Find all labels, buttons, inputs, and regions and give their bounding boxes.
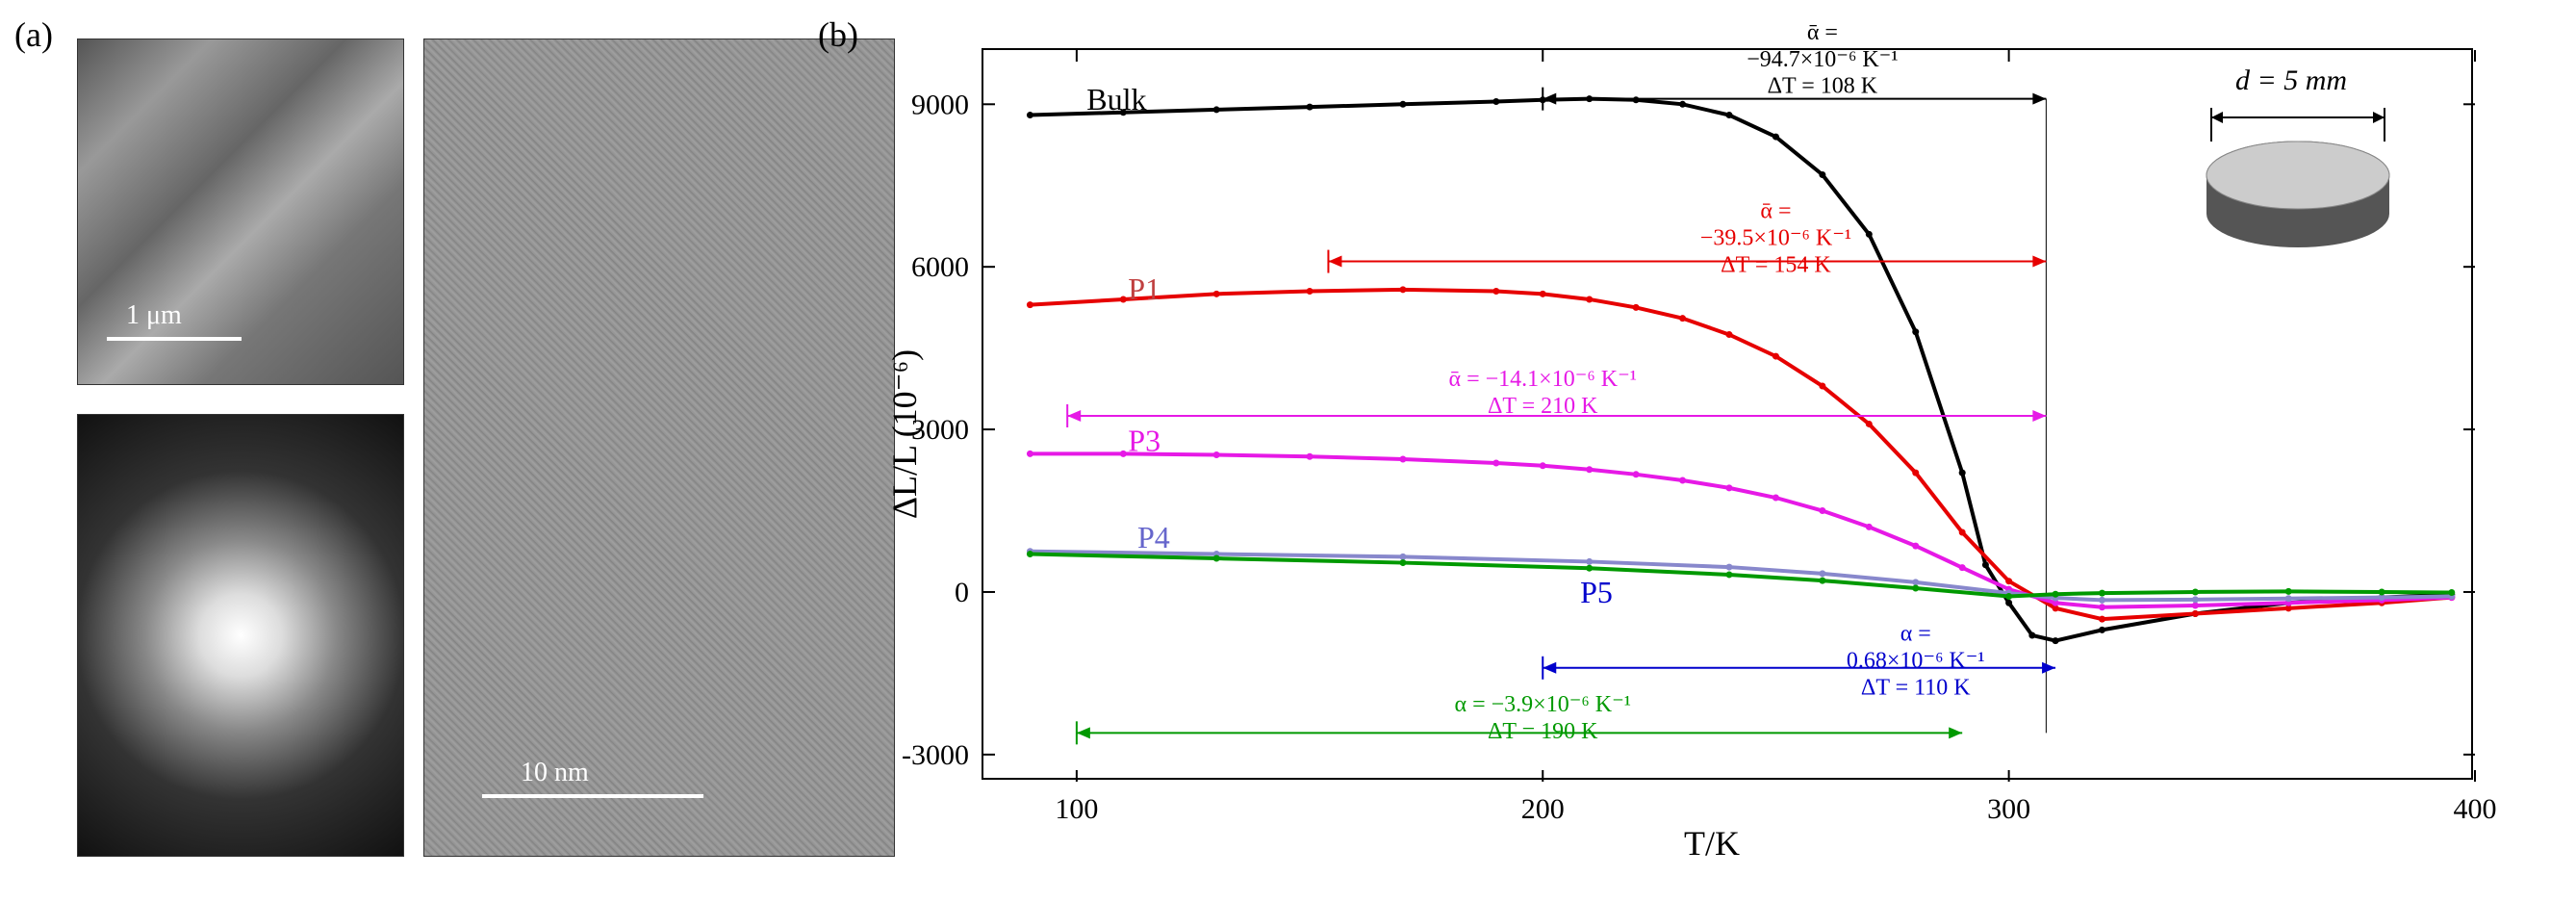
svg-text:ᾱ = −14.1×10⁻⁶ K⁻¹: ᾱ = −14.1×10⁻⁶ K⁻¹ bbox=[1449, 367, 1637, 392]
pellet-inset: d = 5 mm bbox=[2182, 89, 2413, 262]
pellet-dimension-label: d = 5 mm bbox=[2235, 64, 2347, 97]
svg-text:9000: 9000 bbox=[911, 89, 969, 120]
svg-text:-3000: -3000 bbox=[902, 739, 969, 771]
sem-scalebar-label: 1 μm bbox=[126, 300, 182, 331]
svg-text:α = −3.9×10⁻⁶ K⁻¹: α = −3.9×10⁻⁶ K⁻¹ bbox=[1455, 692, 1631, 717]
svg-text:100: 100 bbox=[1055, 793, 1098, 825]
svg-text:P1: P1 bbox=[1128, 271, 1160, 306]
x-axis-label: T/K bbox=[1684, 823, 1740, 863]
svg-text:−39.5×10⁻⁶ K⁻¹: −39.5×10⁻⁶ K⁻¹ bbox=[1700, 226, 1851, 251]
thermal-expansion-chart: 100200300400-30000300060009000BulkP1P3P4… bbox=[982, 48, 2473, 780]
sem-micrograph: 1 μm bbox=[77, 39, 404, 385]
y-axis-label: ΔL/L (10⁻⁶) bbox=[884, 349, 925, 519]
svg-text:ΔT = 108 K: ΔT = 108 K bbox=[1768, 74, 1878, 99]
panel-b: (b) 100200300400-30000300060009000BulkP1… bbox=[789, 0, 2576, 902]
svg-text:ΔT = 190 K: ΔT = 190 K bbox=[1488, 719, 1598, 744]
svg-text:6000: 6000 bbox=[911, 251, 969, 283]
fft-micrograph bbox=[77, 414, 404, 857]
svg-text:α =: α = bbox=[1900, 622, 1931, 647]
svg-text:P5: P5 bbox=[1580, 575, 1613, 609]
svg-text:0.68×10⁻⁶ K⁻¹: 0.68×10⁻⁶ K⁻¹ bbox=[1847, 649, 1985, 674]
svg-text:400: 400 bbox=[2454, 793, 2497, 825]
svg-text:200: 200 bbox=[1521, 793, 1565, 825]
svg-text:Bulk: Bulk bbox=[1086, 82, 1146, 116]
svg-text:ᾱ =: ᾱ = bbox=[1760, 199, 1791, 224]
tem-scalebar-label: 10 nm bbox=[521, 758, 589, 788]
svg-text:300: 300 bbox=[1987, 793, 2030, 825]
svg-text:P3: P3 bbox=[1128, 424, 1160, 458]
svg-text:ΔT = 154 K: ΔT = 154 K bbox=[1721, 253, 1831, 278]
svg-text:P4: P4 bbox=[1137, 520, 1170, 554]
panel-a: (a) 1 μm 10 nm bbox=[0, 0, 789, 902]
svg-text:−94.7×10⁻⁶ K⁻¹: −94.7×10⁻⁶ K⁻¹ bbox=[1747, 47, 1898, 72]
svg-text:ΔT = 210 K: ΔT = 210 K bbox=[1488, 394, 1598, 419]
svg-text:ᾱ =: ᾱ = bbox=[1807, 20, 1838, 45]
svg-text:ΔT = 110 K: ΔT = 110 K bbox=[1861, 676, 1971, 701]
panel-a-label: (a) bbox=[14, 14, 53, 55]
panel-b-label: (b) bbox=[818, 14, 858, 55]
svg-text:0: 0 bbox=[955, 577, 969, 608]
